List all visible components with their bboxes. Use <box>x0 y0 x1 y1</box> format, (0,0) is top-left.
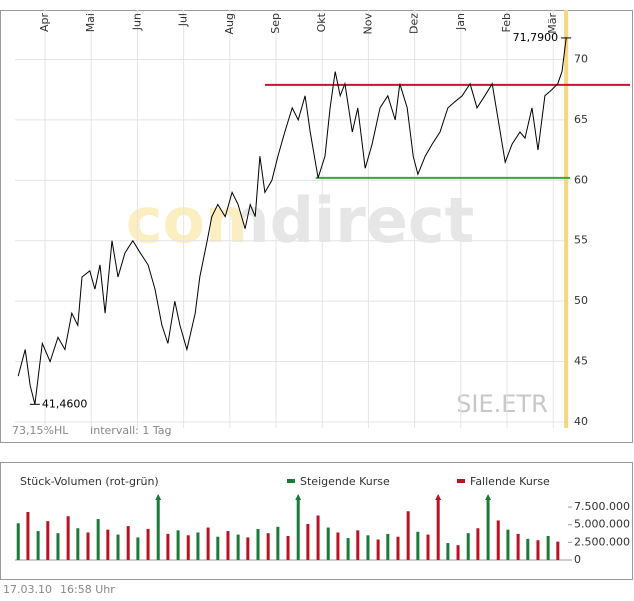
volume-bar <box>156 500 160 560</box>
x-tick-label: Nov <box>361 13 374 35</box>
y-tick-label: 40 <box>574 415 588 428</box>
watermark: comdirect <box>126 184 475 257</box>
y-tick-label: 60 <box>574 173 588 186</box>
x-tick-label: Mai <box>84 13 97 32</box>
legend-label: Steigende Kurse <box>300 475 390 488</box>
x-tick-label: Mär <box>546 13 559 34</box>
legend-swatch <box>287 479 295 483</box>
volume-bar <box>196 532 200 560</box>
y-tick-label: 65 <box>574 113 588 126</box>
volume-bar <box>16 523 20 560</box>
volume-bar <box>56 533 60 560</box>
legend-swatch <box>457 479 465 483</box>
legend-label: Fallende Kurse <box>470 475 550 488</box>
volume-bar <box>516 533 520 560</box>
volume-bar <box>206 527 210 560</box>
x-tick-label: Aug <box>223 13 236 34</box>
price-line <box>17 37 567 405</box>
y-tick-label: 2.500.000 <box>574 535 630 548</box>
x-tick-label: Feb <box>500 13 513 32</box>
overflow-arrow <box>485 494 492 500</box>
annotation: 71,7900 <box>513 31 559 44</box>
volume-bar <box>36 531 40 560</box>
volume-bar <box>76 528 80 560</box>
volume-bar <box>526 538 530 560</box>
volume-bar <box>456 545 460 560</box>
symbol: SIE.ETR <box>456 390 548 418</box>
volume-bar <box>296 500 300 560</box>
volume-bar <box>246 537 250 560</box>
volume-bar <box>466 533 470 560</box>
overflow-arrow <box>295 494 302 500</box>
volume-bar <box>26 512 30 560</box>
volume-bar <box>316 515 320 560</box>
volume-bar <box>66 516 70 560</box>
volume-bar <box>326 527 330 560</box>
volume-bar <box>346 538 350 560</box>
volume-bar <box>406 511 410 560</box>
x-tick-label: Jul <box>177 13 190 27</box>
price-frame <box>0 10 633 443</box>
volume-bar <box>96 519 100 560</box>
y-tick-label: 7.500.000 <box>574 500 630 513</box>
volume-bar <box>166 533 170 560</box>
x-tick-label: Jun <box>130 13 143 31</box>
volume-title: Stück-Volumen (rot-grün) <box>20 475 159 488</box>
volume-bar <box>386 533 390 560</box>
volume-bar <box>416 531 420 560</box>
y-tick-label: 55 <box>574 234 588 247</box>
volume-bar <box>46 521 50 560</box>
volume-bar <box>546 536 550 560</box>
volume-bar <box>116 534 120 560</box>
volume-bar <box>506 529 510 560</box>
annotation: 41,4600 <box>42 397 87 410</box>
volume-bar <box>496 520 500 560</box>
footer-left: 73,15%HL <box>12 424 69 437</box>
overflow-arrow <box>435 494 442 500</box>
volume-bar <box>276 526 280 560</box>
footer-time: 16:58 Uhr <box>60 583 115 596</box>
x-tick-label: Dez <box>408 13 421 34</box>
volume-bar <box>446 543 450 560</box>
y-tick-label: 5.000.000 <box>574 518 630 531</box>
volume-bar <box>176 530 180 560</box>
volume-bar <box>556 541 560 560</box>
volume-bar <box>376 539 380 560</box>
volume-bar <box>106 529 110 560</box>
volume-bar <box>86 532 90 560</box>
volume-bar <box>356 530 360 560</box>
overflow-arrow <box>155 494 162 500</box>
volume-bar <box>256 528 260 560</box>
volume-bar <box>486 500 490 560</box>
volume-bar <box>146 528 150 560</box>
y-tick-label: 70 <box>574 53 588 66</box>
y-tick-label: 50 <box>574 294 588 307</box>
interval: Intervall: 1 Tag <box>90 424 172 437</box>
volume-bar <box>336 532 340 560</box>
volume-bar <box>536 540 540 560</box>
volume-bar <box>236 534 240 560</box>
y-tick-label: 0 <box>574 553 581 566</box>
volume-bar <box>476 528 480 560</box>
volume-bar <box>396 536 400 560</box>
y-tick-label: 45 <box>574 355 588 368</box>
x-tick-label: Sep <box>269 13 282 34</box>
volume-bar <box>436 500 440 560</box>
volume-bar <box>366 535 370 560</box>
footer-date: 17.03.10 <box>3 583 52 596</box>
volume-bar <box>266 533 270 560</box>
volume-bar <box>136 537 140 560</box>
x-tick-label: Apr <box>38 13 51 33</box>
x-tick-label: Okt <box>315 12 328 32</box>
volume-bar <box>306 524 310 560</box>
volume-bar <box>186 535 190 560</box>
volume-bar <box>286 536 290 560</box>
x-tick-label: Jan <box>454 13 467 31</box>
volume-bar <box>126 526 130 560</box>
volume-bar <box>226 531 230 560</box>
volume-bar <box>426 534 430 560</box>
volume-bar <box>216 536 220 560</box>
